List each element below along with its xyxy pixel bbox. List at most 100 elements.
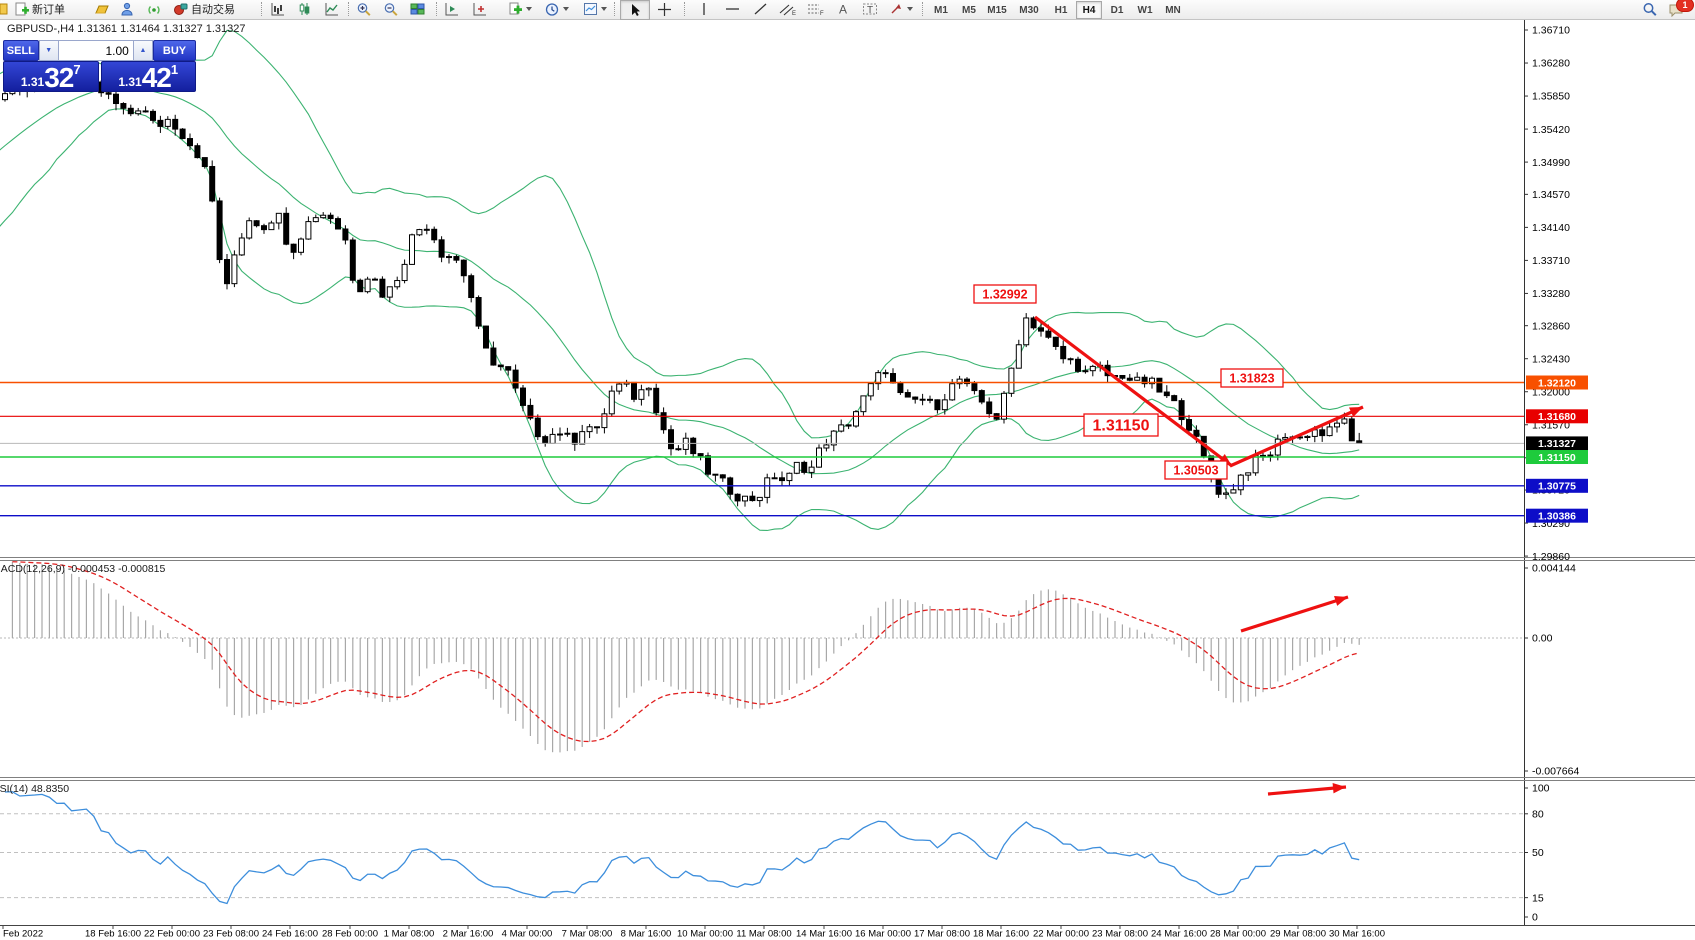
svg-text:0: 0 xyxy=(1532,912,1538,924)
timeframe-m5[interactable]: M5 xyxy=(962,4,976,16)
rsi-pane xyxy=(0,782,1524,905)
sell-button[interactable]: SELL xyxy=(3,40,39,61)
annotation-1.31150[interactable]: 1.31150 xyxy=(1083,413,1159,437)
buy-price-big: 42 xyxy=(141,61,172,93)
buy-price-display[interactable]: 1.31 42 1 xyxy=(100,61,196,93)
macd-pane xyxy=(0,561,1524,753)
volume-increase-button[interactable]: ▲ xyxy=(132,40,154,61)
annotation-1.31823[interactable]: 1.31823 xyxy=(1220,368,1284,388)
timeframe-d1[interactable]: D1 xyxy=(1110,4,1124,16)
zoom-out-icon xyxy=(384,2,398,16)
svg-text:8 Mar 16:00: 8 Mar 16:00 xyxy=(621,929,672,940)
sell-price-display[interactable]: 1.31 32 7 xyxy=(3,61,99,92)
indicator-list-button[interactable] xyxy=(470,0,489,18)
vertical-line-tool-button[interactable] xyxy=(690,0,718,18)
market-watch-button[interactable] xyxy=(118,0,137,18)
svg-text:1.31680: 1.31680 xyxy=(1538,411,1576,423)
svg-text:18 Mar 16:00: 18 Mar 16:00 xyxy=(973,929,1029,940)
svg-text:1.36710: 1.36710 xyxy=(1532,25,1570,37)
horizontal-line-tool-button[interactable] xyxy=(718,0,746,18)
text-label-tool-button[interactable]: T xyxy=(856,0,884,18)
search-button[interactable] xyxy=(1640,0,1660,18)
trendline-tool-button[interactable] xyxy=(746,0,774,18)
trendline-icon xyxy=(754,3,766,15)
bollinger-lower-band xyxy=(0,108,1360,532)
rsi-indicator-label: RSI(14) 48.8350 xyxy=(0,783,70,795)
crosshair-tool-button[interactable] xyxy=(650,0,678,18)
svg-text:1.31823: 1.31823 xyxy=(1229,372,1274,386)
zoom-out-button[interactable] xyxy=(381,0,401,18)
text-icon: A xyxy=(839,3,847,17)
volume-decrease-button[interactable]: ▼ xyxy=(38,40,59,61)
period-button[interactable] xyxy=(540,0,574,18)
trend-arrow[interactable] xyxy=(1034,315,1233,468)
sell-price-prefix: 1.31 xyxy=(20,75,45,89)
profiles-icon xyxy=(95,5,109,14)
svg-text:A: A xyxy=(839,3,847,17)
trend-arrow[interactable] xyxy=(1240,595,1349,633)
clipped-toolbar-icon[interactable] xyxy=(0,0,10,18)
timeframe-w1[interactable]: W1 xyxy=(1137,4,1153,16)
new-order-icon xyxy=(15,2,29,15)
svg-text:16 Mar 00:00: 16 Mar 00:00 xyxy=(855,929,911,940)
profiles-button[interactable] xyxy=(92,0,112,18)
zoom-in-button[interactable] xyxy=(354,0,374,18)
trend-arrow[interactable] xyxy=(1229,405,1364,468)
equidistant-channel-tool-button[interactable]: E xyxy=(773,0,803,18)
buy-button[interactable]: BUY xyxy=(153,40,196,61)
arrows-tool-button[interactable] xyxy=(884,0,918,18)
bar-chart-mode-button[interactable] xyxy=(268,0,287,18)
template-button[interactable] xyxy=(578,0,612,18)
timeframe-h4[interactable]: H4 xyxy=(1076,1,1102,19)
toolbar: 新订单 自动交易 xyxy=(0,0,1695,20)
svg-text:1.31327: 1.31327 xyxy=(1538,438,1576,450)
fibonacci-tool-button[interactable]: F xyxy=(801,0,831,18)
toolbar-separator xyxy=(614,2,615,16)
line-chart-mode-button[interactable] xyxy=(322,0,341,18)
timeframe-m1[interactable]: M1 xyxy=(934,4,948,16)
cursor-icon xyxy=(631,4,640,16)
notifications-button[interactable]: 1 xyxy=(1666,0,1694,18)
new-order-button[interactable]: 新订单 xyxy=(12,0,67,18)
trend-arrow-head xyxy=(1349,407,1363,418)
svg-text:Feb 2022: Feb 2022 xyxy=(3,929,43,940)
bar-chart-icon xyxy=(271,3,284,16)
autotrading-button[interactable]: 自动交易 xyxy=(170,0,237,18)
svg-text:17 Mar 08:00: 17 Mar 08:00 xyxy=(914,929,970,940)
label-icon: T xyxy=(863,3,877,16)
svg-text:E: E xyxy=(792,11,796,16)
text-tool-button[interactable]: A xyxy=(830,0,856,18)
tile-windows-button[interactable] xyxy=(408,0,427,18)
tile-windows-icon xyxy=(410,3,425,15)
cursor-tool-button[interactable] xyxy=(620,0,650,20)
trend-arrow[interactable] xyxy=(1267,785,1347,796)
svg-text:1.33280: 1.33280 xyxy=(1532,288,1570,300)
timeframe-m30[interactable]: M30 xyxy=(1019,4,1039,16)
signals-button[interactable] xyxy=(144,0,164,18)
price-box-1.30775: 1.30775 xyxy=(1526,478,1588,493)
toolbar-separator xyxy=(922,2,923,16)
add-indicator-button[interactable] xyxy=(503,0,537,18)
svg-text:1.31150: 1.31150 xyxy=(1093,418,1150,435)
macd-signal-line xyxy=(12,561,1360,743)
annotation-1.30503[interactable]: 1.30503 xyxy=(1164,460,1228,480)
data-window-button[interactable] xyxy=(442,0,461,18)
macd-axis-labels: 0.004144 0.00 -0.007664 xyxy=(1524,563,1579,778)
signal-icon xyxy=(148,6,160,14)
chart-title: GBPUSD-,H4 1.31361 1.31464 1.31327 1.313… xyxy=(7,23,246,35)
svg-text:1.35420: 1.35420 xyxy=(1532,124,1570,136)
svg-text:24 Mar 16:00: 24 Mar 16:00 xyxy=(1151,929,1207,940)
sell-price-pip: 7 xyxy=(73,62,81,77)
svg-text:1.34140: 1.34140 xyxy=(1532,222,1570,234)
timeframe-m15[interactable]: M15 xyxy=(987,4,1007,16)
annotation-1.32992[interactable]: 1.32992 xyxy=(973,284,1037,304)
svg-text:23 Feb 08:00: 23 Feb 08:00 xyxy=(203,929,259,940)
svg-text:1 Mar 08:00: 1 Mar 08:00 xyxy=(384,929,435,940)
candlestick-mode-button[interactable] xyxy=(295,0,314,18)
volume-input[interactable] xyxy=(58,40,133,61)
time-axis-labels[interactable]: Feb 2022 18 Feb 16:00 22 Feb 00:00 23 Feb 0… xyxy=(2,925,1385,940)
timeframe-mn[interactable]: MN xyxy=(1165,4,1181,16)
timeframe-h1[interactable]: H1 xyxy=(1054,4,1068,16)
